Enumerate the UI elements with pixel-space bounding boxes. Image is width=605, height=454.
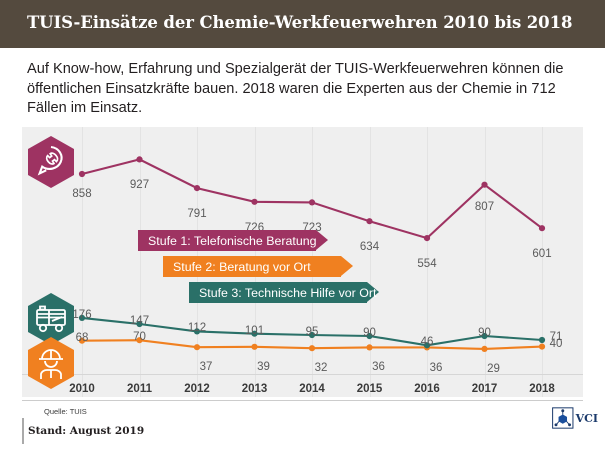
data-label: 71: [549, 331, 563, 344]
data-label: 36: [372, 361, 385, 374]
data-point[interactable]: [136, 337, 143, 344]
vci-logo-text: VCI: [575, 411, 598, 425]
data-label: 36: [429, 362, 443, 375]
data-label: 46: [420, 336, 434, 349]
subtitle-text: Auf Know-how, Erfahrung und Spezialgerät…: [27, 61, 564, 116]
vci-logo: VCI: [552, 404, 598, 432]
gridline: [542, 127, 543, 397]
legend-item-stufe-3[interactable]: Stufe 3: Technische Hilfe vor Ort: [189, 282, 379, 303]
data-point[interactable]: [308, 199, 316, 206]
data-point[interactable]: [78, 314, 86, 321]
data-point[interactable]: [423, 235, 431, 242]
gridline: [139, 127, 141, 397]
header-band: [0, 0, 605, 48]
data-label: 90: [478, 327, 491, 339]
legend-item-stufe-2[interactable]: Stufe 2: Beratung vor Ort: [163, 256, 353, 277]
data-point[interactable]: [78, 337, 86, 344]
data-label: 70: [133, 331, 146, 344]
data-point[interactable]: [136, 156, 143, 163]
data-point[interactable]: [251, 330, 258, 337]
helmet-worker-icon: [28, 337, 74, 389]
data-point[interactable]: [366, 218, 373, 225]
data-point[interactable]: [481, 345, 488, 352]
data-point[interactable]: [366, 344, 373, 351]
data-label: 927: [129, 179, 150, 192]
data-label: 858: [72, 187, 92, 200]
legend-item-stufe-1[interactable]: Stufe 1: Telefonische Beratung: [138, 230, 328, 251]
data-point[interactable]: [308, 331, 316, 339]
data-label: 554: [417, 258, 437, 271]
chart-axis-line: [22, 374, 583, 375]
legend-label-stufe-2: Stufe 2: Beratung vor Ort: [173, 259, 311, 274]
page-title: TUIS-Einsätze der Chemie-Werkfeuerwehren…: [27, 13, 573, 32]
data-label: 634: [359, 241, 380, 254]
data-point[interactable]: [136, 320, 143, 328]
data-point[interactable]: [538, 225, 546, 232]
data-label: 39: [257, 360, 270, 373]
data-label: 32: [314, 362, 328, 375]
x-axis-tick-2016: 2016: [414, 383, 440, 395]
data-point[interactable]: [193, 328, 201, 335]
vci-molecule-icon: [552, 407, 574, 429]
x-axis-tick-2014: 2014: [299, 383, 325, 395]
stand-label: Stand: August 2019: [28, 425, 145, 437]
x-axis-tick-2017: 2017: [471, 383, 498, 395]
chart-series-svg: [78, 156, 546, 352]
data-point[interactable]: [481, 332, 488, 340]
data-point[interactable]: [366, 332, 373, 340]
legend-label-stufe-3: Stufe 3: Technische Hilfe vor Ort: [199, 285, 377, 300]
data-label: 95: [305, 325, 319, 338]
x-axis-tick-2018: 2018: [529, 383, 555, 395]
phone-in-speech-bubble-icon: [28, 136, 74, 188]
data-label: 37: [199, 361, 213, 374]
data-label: 101: [244, 324, 265, 337]
gridline: [369, 127, 371, 397]
gridline: [82, 127, 83, 397]
x-axis-tick-2015: 2015: [356, 383, 383, 395]
data-point[interactable]: [193, 185, 201, 192]
data-point[interactable]: [481, 181, 488, 188]
source-label: Quelle: TUIS: [44, 407, 87, 416]
data-point[interactable]: [538, 336, 546, 344]
data-label: 90: [363, 327, 376, 339]
data-point[interactable]: [251, 343, 258, 350]
x-axis-tick-2011: 2011: [127, 383, 152, 395]
footer-divider: [22, 400, 583, 401]
data-point[interactable]: [193, 344, 201, 351]
fire-truck-icon: [28, 293, 74, 345]
data-label: 147: [129, 314, 150, 327]
x-axis-tick-2012: 2012: [184, 383, 210, 395]
data-point[interactable]: [308, 345, 316, 352]
data-label: 29: [487, 362, 500, 375]
data-point[interactable]: [78, 170, 86, 178]
data-label: 40: [549, 337, 563, 350]
data-point[interactable]: [423, 342, 431, 349]
data-label: 176: [72, 308, 92, 321]
x-axis-tick-2013: 2013: [241, 383, 268, 395]
gridline: [484, 127, 486, 397]
data-label: 601: [532, 248, 552, 261]
x-axis-tick-2010: 2010: [69, 383, 95, 395]
data-label: 68: [75, 331, 89, 344]
legend-label-stufe-1: Stufe 1: Telefonische Beratung: [148, 233, 317, 248]
data-point[interactable]: [538, 343, 546, 350]
data-point[interactable]: [251, 198, 258, 205]
data-label: 112: [187, 322, 207, 335]
footer-tick-mark: [22, 418, 24, 444]
data-label: 807: [474, 200, 495, 213]
data-label: 791: [187, 208, 207, 221]
gridline: [427, 127, 428, 397]
